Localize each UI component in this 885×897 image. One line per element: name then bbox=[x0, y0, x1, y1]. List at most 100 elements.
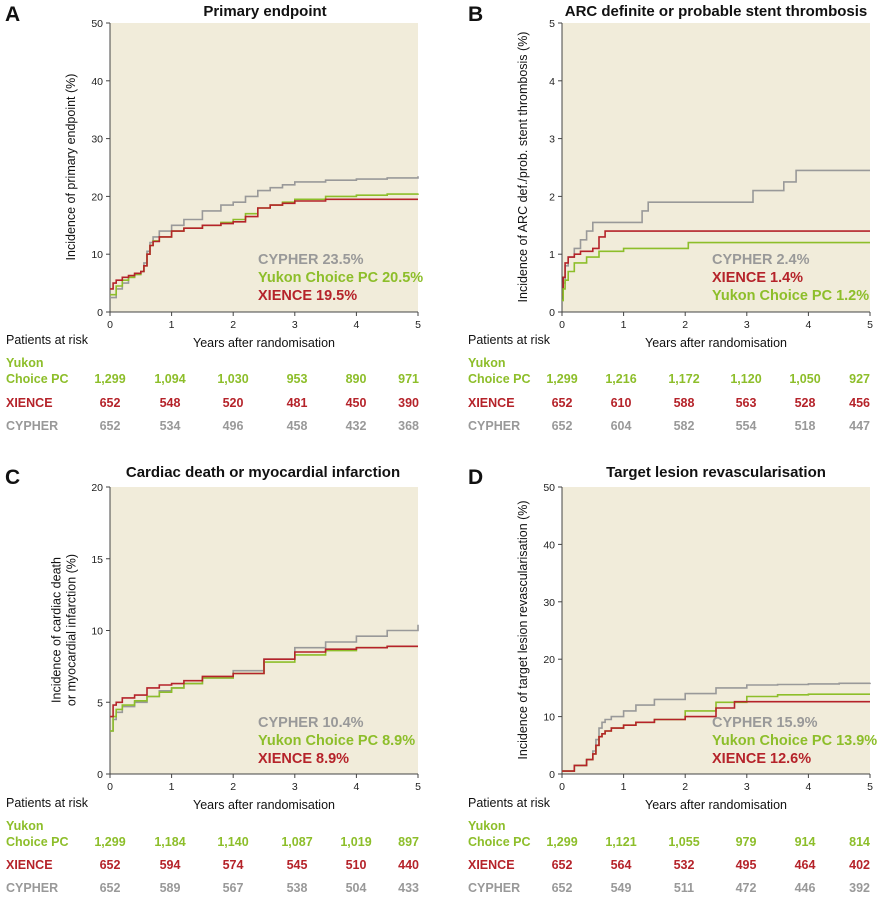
x-tick-label: 0 bbox=[559, 781, 565, 793]
risk-value-cypher: 433 bbox=[398, 881, 419, 895]
x-tick-label: 5 bbox=[415, 319, 421, 331]
legend-entry-cypher: CYPHER 10.4% bbox=[258, 715, 364, 731]
risk-value-yukon: 927 bbox=[849, 372, 870, 386]
series-line-cypher bbox=[562, 682, 871, 772]
risk-row-label-yukon: Yukon bbox=[6, 356, 44, 370]
y-tick-label: 3 bbox=[549, 134, 555, 146]
risk-row-label-yukon: Choice PC bbox=[6, 372, 69, 386]
legend-entry-yukon: Yukon Choice PC 8.9% bbox=[258, 733, 415, 749]
x-tick-label: 3 bbox=[744, 781, 750, 793]
risk-value-cypher: 582 bbox=[674, 419, 695, 433]
risk-value-cypher: 538 bbox=[287, 881, 308, 895]
risk-value-yukon: 814 bbox=[849, 835, 870, 849]
panel-c: C Cardiac death or myocardial infarction 0… bbox=[5, 464, 421, 895]
x-axis-label: Years after randomisation bbox=[645, 336, 787, 350]
risk-value-xience: 588 bbox=[674, 396, 695, 410]
y-axis-label: Incidence of primary endpoint (%) bbox=[64, 74, 78, 261]
risk-value-xience: 520 bbox=[223, 396, 244, 410]
series-line-xience bbox=[562, 230, 870, 296]
risk-value-xience: 481 bbox=[287, 396, 308, 410]
risk-row-label-yukon: Yukon bbox=[468, 356, 506, 370]
x-tick-label: 4 bbox=[353, 319, 359, 331]
chart-title: ARC definite or probable stent thrombosi… bbox=[565, 3, 868, 20]
legend-entry-yukon: Yukon Choice PC 20.5% bbox=[258, 270, 423, 286]
panel-letter: C bbox=[5, 466, 20, 489]
x-tick-label: 1 bbox=[169, 781, 175, 793]
x-axis-label: Years after randomisation bbox=[193, 798, 335, 812]
risk-table-header: Patients at risk bbox=[468, 796, 551, 810]
risk-value-yukon: 1,140 bbox=[217, 835, 248, 849]
risk-value-yukon: 1,121 bbox=[605, 835, 636, 849]
risk-row-label-cypher: CYPHER bbox=[6, 419, 58, 433]
risk-value-xience: 532 bbox=[674, 858, 695, 872]
risk-value-cypher: 392 bbox=[849, 881, 870, 895]
panel-d: D Target lesion revascularisation01020304… bbox=[468, 464, 877, 895]
risk-value-yukon: 1,055 bbox=[668, 835, 699, 849]
risk-value-cypher: 368 bbox=[398, 419, 419, 433]
y-axis-label-line: Incidence of ARC def./prob. stent thromb… bbox=[516, 32, 530, 303]
panel-a: A Primary endpoint 0 10 20 30 40 50 0 1 2 3 4 5 Years … bbox=[5, 3, 423, 433]
plot-area bbox=[562, 23, 870, 312]
risk-value-xience: 574 bbox=[223, 858, 244, 872]
risk-value-xience: 594 bbox=[160, 858, 181, 872]
y-tick-label: 20 bbox=[543, 654, 555, 666]
risk-value-xience: 450 bbox=[346, 396, 367, 410]
chart-title: Target lesion revascularisation bbox=[606, 464, 826, 481]
y-tick-label: 1 bbox=[549, 249, 555, 261]
risk-value-yukon: 1,299 bbox=[94, 835, 125, 849]
legend-entry-xience: XIENCE 19.5% bbox=[258, 288, 357, 304]
chart-title: Primary endpoint bbox=[203, 3, 326, 20]
x-tick-label: 3 bbox=[292, 319, 298, 331]
risk-value-xience: 652 bbox=[552, 858, 573, 872]
risk-row-label-xience: XIENCE bbox=[468, 396, 515, 410]
risk-value-xience: 464 bbox=[795, 858, 816, 872]
legend-entry-cypher: CYPHER 2.4% bbox=[712, 252, 810, 268]
risk-value-cypher: 446 bbox=[795, 881, 816, 895]
x-tick-label: 4 bbox=[805, 319, 811, 331]
risk-value-cypher: 652 bbox=[552, 419, 573, 433]
risk-value-yukon: 1,030 bbox=[217, 372, 248, 386]
y-tick-label: 5 bbox=[97, 697, 103, 709]
risk-value-cypher: 652 bbox=[100, 881, 121, 895]
risk-value-cypher: 567 bbox=[223, 881, 244, 895]
risk-value-yukon: 1,019 bbox=[340, 835, 371, 849]
risk-value-xience: 548 bbox=[160, 396, 181, 410]
risk-row-label-xience: XIENCE bbox=[6, 858, 53, 872]
risk-row-label-yukon: Yukon bbox=[468, 819, 506, 833]
risk-row-label-yukon: Choice PC bbox=[468, 835, 531, 849]
x-tick-label: 0 bbox=[107, 781, 113, 793]
y-tick-label: 5 bbox=[549, 18, 555, 30]
x-axis-label: Years after randomisation bbox=[645, 798, 787, 812]
risk-value-yukon: 979 bbox=[736, 835, 757, 849]
x-tick-label: 4 bbox=[353, 781, 359, 793]
x-tick-label: 0 bbox=[559, 319, 565, 331]
risk-value-xience: 402 bbox=[849, 858, 870, 872]
risk-value-xience: 610 bbox=[611, 396, 632, 410]
risk-value-xience: 652 bbox=[100, 396, 121, 410]
risk-value-cypher: 554 bbox=[736, 419, 757, 433]
risk-value-yukon: 953 bbox=[287, 372, 308, 386]
legend-entry-yukon: Yukon Choice PC 13.9% bbox=[712, 733, 877, 749]
series-line-xience bbox=[110, 645, 418, 718]
risk-value-cypher: 472 bbox=[736, 881, 757, 895]
y-tick-label: 30 bbox=[91, 134, 103, 146]
y-axis-label: Incidence of ARC def./prob. stent thromb… bbox=[516, 32, 530, 303]
risk-value-cypher: 511 bbox=[674, 881, 694, 895]
legend-entry-yukon: Yukon Choice PC 1.2% bbox=[712, 288, 869, 304]
risk-table-header: Patients at risk bbox=[6, 796, 89, 810]
y-tick-label: 10 bbox=[543, 712, 555, 724]
x-tick-label: 3 bbox=[744, 319, 750, 331]
y-tick-label: 4 bbox=[549, 76, 555, 88]
legend-entry-cypher: CYPHER 23.5% bbox=[258, 252, 364, 268]
y-tick-label: 0 bbox=[549, 307, 555, 319]
series-line-xience bbox=[562, 700, 870, 772]
y-tick-label: 10 bbox=[91, 249, 103, 261]
x-tick-label: 2 bbox=[230, 781, 236, 793]
y-axis-label: Incidence of cardiac deathor myocardial … bbox=[50, 554, 79, 706]
risk-value-cypher: 549 bbox=[611, 881, 632, 895]
x-tick-label: 1 bbox=[169, 319, 175, 331]
x-axis-label: Years after randomisation bbox=[193, 336, 335, 350]
y-tick-label: 20 bbox=[91, 482, 103, 494]
y-tick-label: 40 bbox=[543, 539, 555, 551]
